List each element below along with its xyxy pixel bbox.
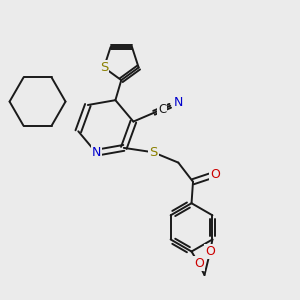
Text: S: S <box>149 146 158 159</box>
Text: O: O <box>205 245 215 258</box>
Text: O: O <box>194 257 204 270</box>
Text: N: N <box>174 96 183 109</box>
Text: C: C <box>158 103 166 116</box>
Text: N: N <box>92 146 101 159</box>
Text: O: O <box>210 168 220 181</box>
Text: S: S <box>100 61 108 74</box>
